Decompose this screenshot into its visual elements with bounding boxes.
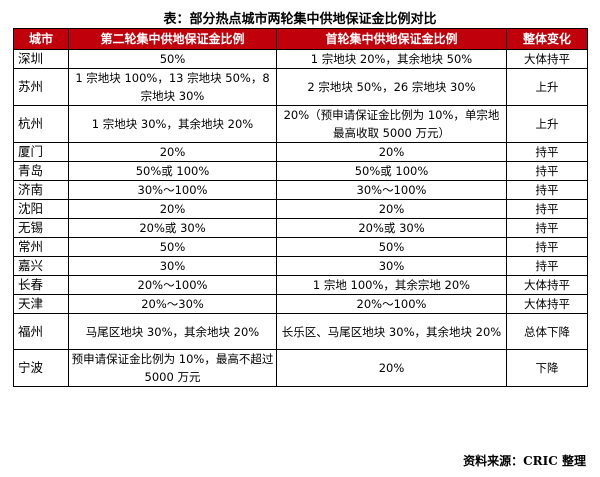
cell-second-round: 1 宗地块 30%，其余地块 20% bbox=[68, 105, 277, 143]
table-row: 苏州 1 宗地块 100%，13 宗地块 50%，8 宗地块 30% 2 宗地块 5… bbox=[13, 68, 588, 106]
cell-city: 嘉兴 bbox=[13, 256, 69, 276]
table-body: 深圳 50% 1 宗地块 20%，其余地块 50% 大体持平 苏州 1 宗地块 100%，… bbox=[13, 49, 588, 387]
cell-change: 下降 bbox=[506, 349, 588, 387]
table-row: 济南 30%～100% 30%～100% 持平 bbox=[13, 180, 588, 200]
cell-second-round: 20% bbox=[68, 142, 277, 162]
cell-first-round: 20% bbox=[276, 142, 507, 162]
cell-change: 持平 bbox=[506, 180, 588, 200]
table-row: 福州 马尾区地块 30%，其余地块 20% 长乐区、马尾区地块 30%，其余地块 2… bbox=[13, 313, 588, 350]
cell-change: 大体持平 bbox=[506, 275, 588, 295]
table-row: 宁波 预申请保证金比例为 10%，最高不超过 5000 万元 20% 下降 bbox=[13, 349, 588, 387]
header-row: 城市 第二轮集中供地保证金比例 首轮集中供地保证金比例 整体变化 bbox=[13, 28, 588, 50]
cell-city: 天津 bbox=[13, 294, 69, 314]
cell-city: 苏州 bbox=[13, 68, 69, 106]
comparison-table: 城市 第二轮集中供地保证金比例 首轮集中供地保证金比例 整体变化 深圳 50% 1 … bbox=[13, 28, 588, 387]
table-row: 深圳 50% 1 宗地块 20%，其余地块 50% 大体持平 bbox=[13, 49, 588, 69]
cell-second-round: 30%～100% bbox=[68, 180, 277, 200]
cell-city: 沈阳 bbox=[13, 199, 69, 219]
cell-first-round: 30% bbox=[276, 256, 507, 276]
cell-change: 总体下降 bbox=[506, 313, 588, 350]
table-row: 沈阳 20% 20% 持平 bbox=[13, 199, 588, 219]
cell-city: 深圳 bbox=[13, 49, 69, 69]
table-row: 天津 20%～30% 20%～100% 大体持平 bbox=[13, 294, 588, 314]
cell-first-round: 2 宗地块 50%，26 宗地块 30% bbox=[276, 68, 507, 106]
cell-change: 持平 bbox=[506, 199, 588, 219]
cell-change: 大体持平 bbox=[506, 49, 588, 69]
cell-change: 大体持平 bbox=[506, 294, 588, 314]
cell-change: 持平 bbox=[506, 142, 588, 162]
header-second-round: 第二轮集中供地保证金比例 bbox=[68, 28, 277, 50]
cell-second-round: 马尾区地块 30%，其余地块 20% bbox=[68, 313, 277, 350]
cell-first-round: 1 宗地 100%，其余宗地 20% bbox=[276, 275, 507, 295]
cell-first-round: 50%或 100% bbox=[276, 161, 507, 181]
table-row: 青岛 50%或 100% 50%或 100% 持平 bbox=[13, 161, 588, 181]
table-title: 表：部分热点城市两轮集中供地保证金比例对比 bbox=[163, 12, 437, 27]
cell-change: 上升 bbox=[506, 68, 588, 106]
cell-first-round: 1 宗地块 20%，其余地块 50% bbox=[276, 49, 507, 69]
cell-change: 持平 bbox=[506, 237, 588, 257]
cell-change: 持平 bbox=[506, 218, 588, 238]
cell-second-round: 50% bbox=[68, 237, 277, 257]
header-city: 城市 bbox=[13, 28, 69, 50]
cell-first-round: 20%（预申请保证金比例为 10%，单宗地最高收取 5000 万元） bbox=[276, 105, 507, 143]
cell-city: 青岛 bbox=[13, 161, 69, 181]
table-row: 常州 50% 50% 持平 bbox=[13, 237, 588, 257]
cell-second-round: 50%或 100% bbox=[68, 161, 277, 181]
cell-second-round: 30% bbox=[68, 256, 277, 276]
header-change: 整体变化 bbox=[506, 28, 588, 50]
cell-second-round: 预申请保证金比例为 10%，最高不超过 5000 万元 bbox=[68, 349, 277, 387]
cell-first-round: 20% bbox=[276, 349, 507, 387]
cell-second-round: 50% bbox=[68, 49, 277, 69]
cell-second-round: 20%～30% bbox=[68, 294, 277, 314]
cell-city: 长春 bbox=[13, 275, 69, 295]
cell-change: 持平 bbox=[506, 161, 588, 181]
cell-city: 杭州 bbox=[13, 105, 69, 143]
cell-second-round: 20%或 30% bbox=[68, 218, 277, 238]
cell-first-round: 长乐区、马尾区地块 30%，其余地块 20% bbox=[276, 313, 507, 350]
cell-first-round: 20% bbox=[276, 199, 507, 219]
cell-first-round: 50% bbox=[276, 237, 507, 257]
cell-first-round: 20%或 30% bbox=[276, 218, 507, 238]
cell-first-round: 30%～100% bbox=[276, 180, 507, 200]
cell-city: 济南 bbox=[13, 180, 69, 200]
cell-change: 持平 bbox=[506, 256, 588, 276]
cell-second-round: 20%～100% bbox=[68, 275, 277, 295]
table-row: 杭州 1 宗地块 30%，其余地块 20% 20%（预申请保证金比例为 10%，单宗… bbox=[13, 105, 588, 143]
cell-second-round: 1 宗地块 100%，13 宗地块 50%，8 宗地块 30% bbox=[68, 68, 277, 106]
table-row: 嘉兴 30% 30% 持平 bbox=[13, 256, 588, 276]
cell-city: 厦门 bbox=[13, 142, 69, 162]
cell-change: 上升 bbox=[506, 105, 588, 143]
header-first-round: 首轮集中供地保证金比例 bbox=[276, 28, 507, 50]
cell-second-round: 20% bbox=[68, 199, 277, 219]
cell-city: 福州 bbox=[13, 313, 69, 350]
table-row: 无锡 20%或 30% 20%或 30% 持平 bbox=[13, 218, 588, 238]
cell-city: 常州 bbox=[13, 237, 69, 257]
source-note: 资料来源：CRIC 整理 bbox=[463, 454, 586, 468]
cell-first-round: 20%～100% bbox=[276, 294, 507, 314]
cell-city: 宁波 bbox=[13, 349, 69, 387]
table-row: 长春 20%～100% 1 宗地 100%，其余宗地 20% 大体持平 bbox=[13, 275, 588, 295]
table-row: 厦门 20% 20% 持平 bbox=[13, 142, 588, 162]
cell-city: 无锡 bbox=[13, 218, 69, 238]
